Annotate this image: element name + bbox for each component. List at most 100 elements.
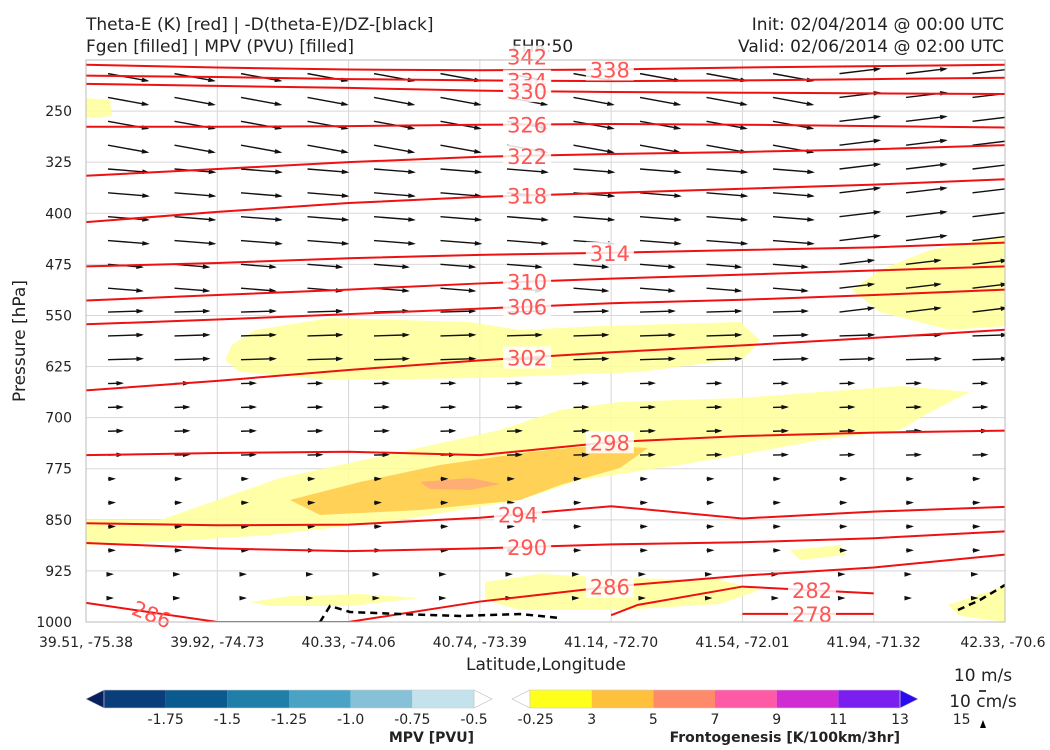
wind-vector-head	[1006, 210, 1014, 215]
vertical-key-arrow	[980, 720, 986, 728]
wind-vector	[972, 235, 1005, 242]
wind-vector-head	[939, 210, 948, 215]
wind-vector-head	[172, 595, 181, 601]
y-tick-label: 850	[45, 513, 72, 529]
fgen-fill-right-upper	[852, 236, 1005, 330]
wind-vector	[639, 287, 674, 292]
colorbar-tick-label: -1.75	[148, 712, 184, 728]
contour-label: 282	[792, 579, 832, 603]
wind-vector	[839, 334, 874, 337]
wind-vectors	[106, 67, 1014, 601]
contour-label: 326	[507, 113, 547, 137]
wind-vector-head	[867, 306, 876, 311]
wind-vector-head	[704, 572, 713, 577]
y-tick-label: 250	[45, 104, 72, 120]
wind-vector-head	[839, 548, 848, 553]
colorbar-extend-right	[473, 689, 493, 709]
wind-vector-head	[939, 186, 948, 192]
wind-vector-head	[837, 572, 846, 577]
wind-vector	[639, 334, 675, 337]
wind-vector	[905, 358, 941, 361]
wind-vector	[440, 144, 480, 154]
wind-vector-head	[674, 240, 682, 246]
wind-vector	[240, 168, 281, 173]
colorbar-tick-label: -0.5	[460, 712, 487, 728]
wind-vector-head	[440, 524, 449, 529]
contour-label: 306	[507, 296, 547, 320]
wind-vector-head	[668, 356, 676, 362]
wind-vector-head	[601, 356, 610, 362]
colorbar-segment	[104, 690, 166, 708]
y-tick-label: 400	[45, 206, 72, 222]
colorbar-segment	[776, 690, 839, 708]
wind-vector	[440, 168, 481, 173]
wind-vector	[307, 215, 348, 221]
wind-vector-head	[933, 258, 942, 264]
wind-vector	[972, 334, 1005, 337]
wind-vector	[706, 96, 746, 106]
wind-vector	[905, 187, 946, 194]
wind-vector-head	[1006, 139, 1014, 144]
wind-vector-head	[640, 500, 648, 506]
wind-vector-head	[141, 149, 150, 154]
wind-vector-head	[473, 149, 482, 154]
wind-vector	[573, 310, 608, 313]
wind-vector-head	[873, 67, 882, 72]
wind-vector-head	[108, 476, 116, 482]
wind-vector-head	[640, 476, 648, 482]
wind-vector-head	[607, 217, 616, 222]
vertical-key-label: 10 cm/s	[949, 692, 1017, 712]
wind-vector	[706, 239, 747, 245]
wind-vector-head	[847, 428, 856, 434]
wind-vector	[174, 358, 209, 361]
wind-vector-head	[734, 332, 743, 338]
wind-vector	[373, 358, 409, 361]
wind-vector	[440, 215, 481, 221]
fgen-fill-corner	[948, 586, 1005, 622]
wind-vector-head	[340, 101, 349, 106]
wind-vector-head	[873, 162, 882, 168]
wind-vector-head	[674, 169, 682, 175]
wind-vector	[107, 72, 148, 82]
wind-vector	[107, 192, 148, 197]
wind-vector-head	[207, 149, 216, 154]
wind-vector-head	[740, 217, 749, 222]
wind-vector	[573, 168, 614, 173]
wind-vector-head	[172, 572, 181, 577]
wind-vector-head	[972, 548, 981, 553]
wind-vector-head	[807, 169, 815, 175]
wind-vector	[772, 310, 808, 313]
colorbar-tick-label: 9	[772, 712, 781, 728]
wind-vector-head	[408, 240, 416, 246]
wind-vector-head	[335, 332, 344, 338]
fgen-fill-mid-band	[225, 318, 760, 380]
x-tick-label: 40.33, -74.06	[302, 635, 396, 651]
wind-vector-head	[640, 524, 648, 529]
wind-vector-head	[275, 169, 283, 175]
y-tick-label: 475	[45, 257, 72, 273]
title-line-1: Theta-E (K) [red] | -D(theta-E)/DZ-[blac…	[86, 15, 434, 35]
wind-vector	[174, 334, 209, 337]
wind-vector	[772, 334, 808, 337]
wind-vector	[972, 212, 1005, 218]
wind-vector	[307, 192, 348, 197]
y-tick-label: 625	[45, 360, 72, 376]
wind-vector	[839, 358, 874, 361]
valid-time: Valid: 02/06/2014 @ 02:00 UTC	[738, 37, 1004, 57]
colorbar-segment	[591, 690, 654, 708]
wind-vector-head	[515, 404, 523, 410]
contour-label-bg	[585, 241, 634, 264]
wind-vector-head	[207, 101, 216, 106]
wind-vector	[905, 211, 946, 218]
wind-vector-head	[515, 380, 523, 386]
wind-vector-head	[939, 162, 948, 168]
wind-vector-head	[640, 548, 648, 553]
contour-label-bg	[503, 80, 552, 103]
x-axis-label: Latitude,Longitude	[466, 655, 626, 675]
wind-vector-head	[468, 308, 477, 314]
wind-vector	[905, 259, 940, 266]
wind-vector-head	[801, 332, 809, 338]
wind-vector-head	[108, 548, 116, 553]
wind-vector-head	[873, 138, 882, 144]
wind-vector-head	[839, 476, 848, 482]
